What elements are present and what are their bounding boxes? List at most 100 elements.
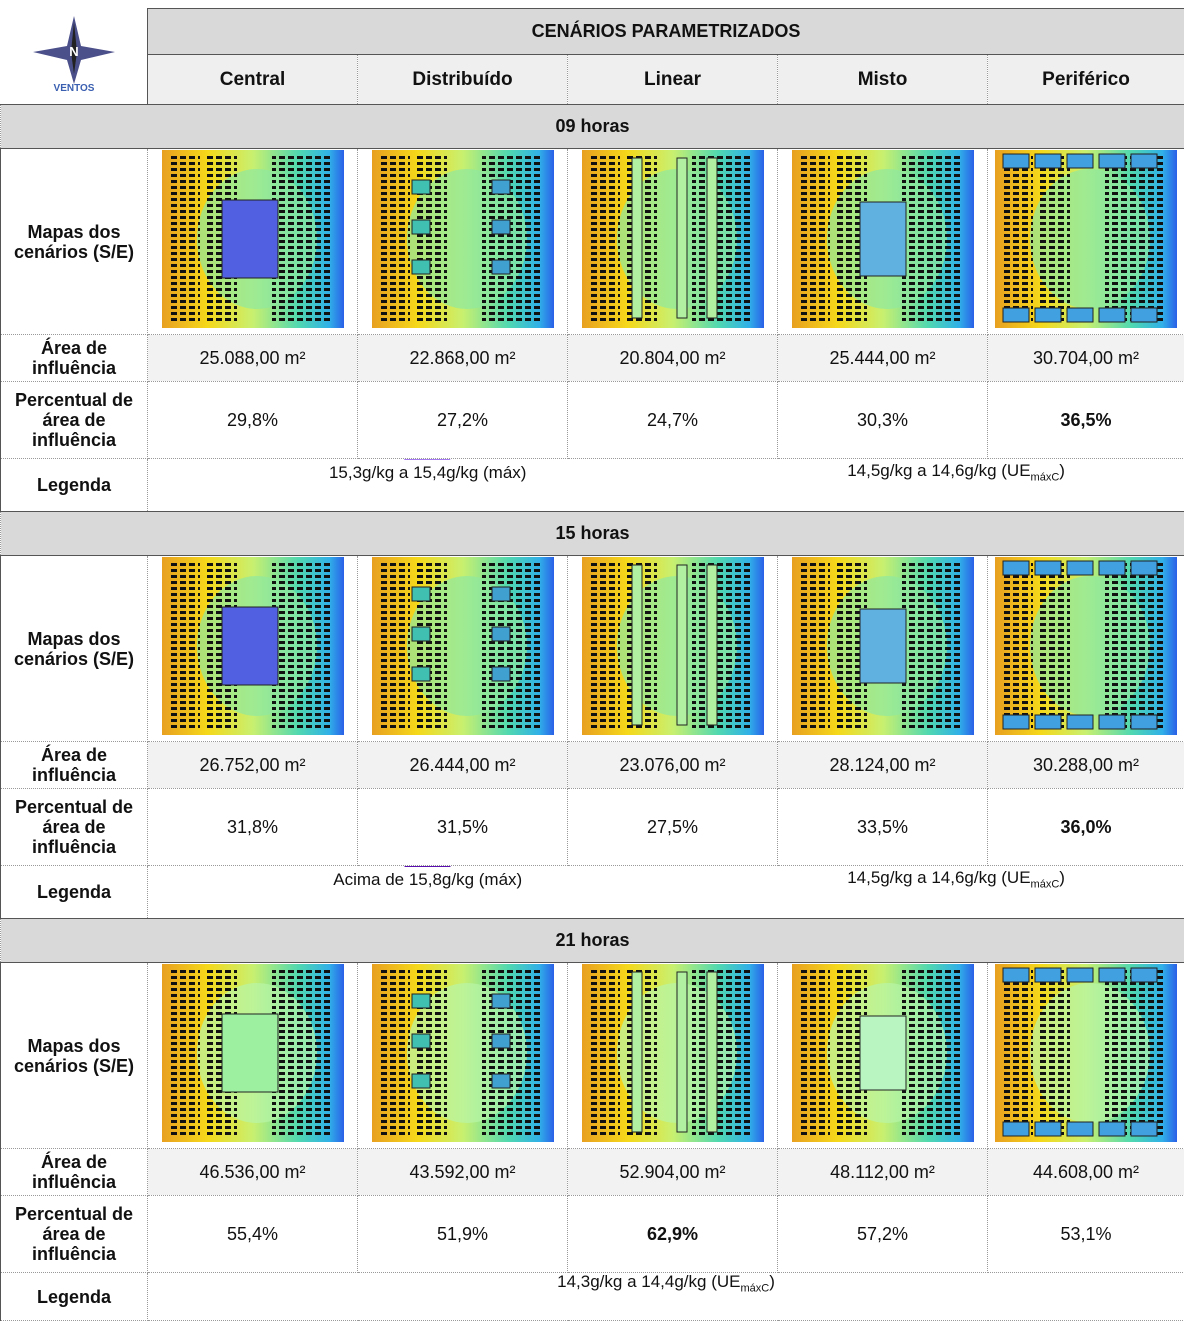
- map-cell: [987, 555, 1184, 742]
- map-buildings: [169, 156, 200, 322]
- map-cell: [987, 962, 1184, 1149]
- map-buildings: [589, 970, 620, 1136]
- row-label: Legenda: [0, 865, 148, 919]
- percent-row: Percentual de área de influência 29,8% 27,…: [0, 381, 1184, 459]
- legend-cell: 14,3g/kg a 14,4g/kg (UEmáxC): [147, 1272, 1184, 1321]
- legend-swatch: [404, 866, 451, 867]
- legend-line: 14,5g/kg a 14,6g/kg (UEmáxC): [847, 868, 1065, 890]
- area-row: Área de influência 26.752,00 m² 26.444,00 …: [0, 741, 1184, 789]
- map-buildings: [169, 563, 200, 729]
- percent-value: 30,3%: [777, 381, 988, 459]
- area-value: 30.704,00 m²: [987, 334, 1184, 382]
- logo-letter: N: [69, 44, 78, 59]
- map-cell: [777, 555, 988, 742]
- legend-item: 14,3g/kg a 14,4g/kg (UEmáxC): [557, 1272, 775, 1295]
- map-buildings: [1135, 970, 1165, 1136]
- map-buildings: [799, 156, 830, 322]
- map-buildings: [1105, 970, 1135, 1136]
- legend-sub: máxC: [1030, 471, 1060, 483]
- row-label: Mapas dos cenários (S/E): [0, 148, 148, 335]
- area-value: 52.904,00 m²: [567, 1148, 778, 1196]
- area-value: 26.444,00 m²: [357, 741, 568, 789]
- scenario-map: [161, 150, 344, 328]
- scenario-map: [371, 557, 554, 735]
- map-buildings: [1040, 970, 1070, 1136]
- legend-item: 14,5g/kg a 14,6g/kg (UEmáxC): [847, 460, 1065, 483]
- map-cell: [987, 148, 1184, 335]
- legend-row: Legenda Acima de 15,8g/kg (máx) 14,5g/kg a…: [0, 865, 1184, 919]
- section-title: 15 horas: [0, 511, 1184, 556]
- percent-row: Percentual de área de influência 55,4% 51,…: [0, 1195, 1184, 1273]
- column-header: Misto: [777, 54, 988, 105]
- percent-row: Percentual de área de influência 31,8% 31,…: [0, 788, 1184, 866]
- area-value: 22.868,00 m²: [357, 334, 568, 382]
- row-label: Percentual de área de influência: [0, 381, 148, 459]
- row-label: Área de influência: [0, 1148, 148, 1196]
- percent-value: 27,2%: [357, 381, 568, 459]
- area-value: 25.444,00 m²: [777, 334, 988, 382]
- map-buildings: [1003, 156, 1033, 322]
- scenario-table: N VENTOS CENÁRIOS PARAMETRIZADOS Central…: [0, 8, 1184, 1321]
- map-buildings: [1003, 563, 1033, 729]
- area-value: 46.536,00 m²: [147, 1148, 358, 1196]
- map-feature: [1002, 153, 1158, 323]
- map-cell: [777, 148, 988, 335]
- map-buildings: [721, 970, 752, 1136]
- map-feature: [1002, 967, 1158, 1137]
- scenario-map: [581, 964, 764, 1142]
- logo-cell: N VENTOS: [0, 8, 148, 105]
- map-cell: [357, 962, 568, 1149]
- scenario-map: [995, 964, 1177, 1142]
- map-buildings: [901, 970, 932, 1136]
- scenario-map: [995, 557, 1177, 735]
- area-value: 20.804,00 m²: [567, 334, 778, 382]
- area-row: Área de influência 46.536,00 m² 43.592,00 …: [0, 1148, 1184, 1196]
- row-label: Legenda: [0, 1272, 148, 1321]
- logo: N VENTOS: [32, 15, 115, 94]
- area-value: 43.592,00 m²: [357, 1148, 568, 1196]
- map-feature: [411, 586, 510, 682]
- legend-item: 15,3g/kg a 15,4g/kg (máx): [328, 459, 527, 484]
- map-buildings: [799, 970, 830, 1136]
- map-feature: [411, 179, 510, 275]
- row-label: Percentual de área de influência: [0, 788, 148, 866]
- map-buildings: [1003, 970, 1033, 1136]
- map-buildings: [301, 156, 332, 322]
- map-cell: [147, 962, 358, 1149]
- map-cell: [147, 148, 358, 335]
- column-header: Linear: [567, 54, 778, 105]
- legend-row: Legenda 14,3g/kg a 14,4g/kg (UEmáxC): [0, 1272, 1184, 1321]
- map-cell: [567, 148, 778, 335]
- legend-line: 14,5g/kg a 14,6g/kg (UEmáxC): [847, 461, 1065, 483]
- map-feature: [221, 606, 278, 686]
- maps-row: Mapas dos cenários (S/E): [0, 962, 1184, 1149]
- percent-value: 29,8%: [147, 381, 358, 459]
- map-cell: [357, 555, 568, 742]
- map-feature: [631, 971, 717, 1133]
- map-feature: [221, 1013, 278, 1093]
- legend-text: 14,3g/kg a 14,4g/kg (UE: [557, 1272, 741, 1292]
- section-title: 09 horas: [0, 104, 1184, 149]
- percent-value: 24,7%: [567, 381, 778, 459]
- map-buildings: [721, 156, 752, 322]
- legend-text: 15,3g/kg a 15,4g/kg (máx): [328, 463, 527, 482]
- map-feature: [1002, 560, 1158, 730]
- map-buildings: [301, 970, 332, 1136]
- legend-text: 14,5g/kg a 14,6g/kg (UE: [847, 460, 1031, 480]
- scenario-map: [791, 150, 974, 328]
- section-title: 21 horas: [0, 918, 1184, 963]
- section-row: 21 horas: [0, 918, 1184, 963]
- map-buildings: [301, 563, 332, 729]
- scenario-map: [995, 150, 1177, 328]
- section-row: 09 horas: [0, 104, 1184, 149]
- map-feature: [411, 993, 510, 1089]
- map-buildings: [1105, 156, 1135, 322]
- map-buildings: [379, 563, 410, 729]
- row-label: Legenda: [0, 458, 148, 512]
- scenario-map: [161, 557, 344, 735]
- area-row: Área de influência 25.088,00 m² 22.868,00 …: [0, 334, 1184, 382]
- map-feature: [221, 199, 278, 279]
- map-buildings: [379, 970, 410, 1136]
- map-feature: [631, 564, 717, 726]
